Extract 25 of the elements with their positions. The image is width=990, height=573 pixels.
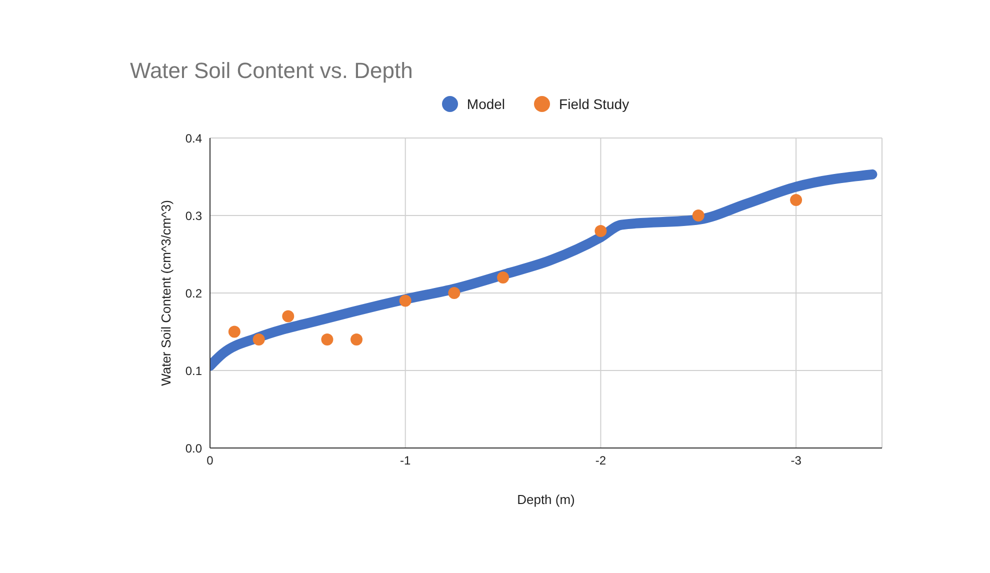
chart-title: Water Soil Content vs. Depth: [130, 58, 413, 84]
point: [282, 310, 294, 322]
x-tick-label: -3: [790, 454, 802, 468]
point: [594, 225, 607, 237]
legend-label: Model: [466, 96, 506, 112]
y-tick-label: 0.3: [185, 208, 202, 223]
point: [399, 294, 412, 307]
point: [497, 272, 510, 284]
y-tick-label: 0.2: [185, 286, 202, 300]
x-axis-title: Depth (m): [517, 492, 575, 507]
point: [252, 334, 265, 346]
legend-label: Field Study: [559, 96, 630, 112]
y-axis-title: Water Soil Content (cm^3/cm^3): [158, 200, 174, 386]
point: [448, 287, 460, 299]
y-tick-label: 0.4: [185, 131, 202, 146]
point: [228, 326, 240, 338]
x-tick-label: -1: [400, 454, 412, 468]
point: [692, 210, 704, 222]
y-tick-label: 0.0: [185, 441, 202, 456]
x-tick-label: 0: [206, 454, 214, 468]
point: [350, 334, 363, 346]
y-tick-label: 0.1: [185, 364, 202, 378]
point: [790, 194, 802, 206]
x-tick-label: -2: [595, 454, 606, 468]
point: [321, 334, 334, 346]
